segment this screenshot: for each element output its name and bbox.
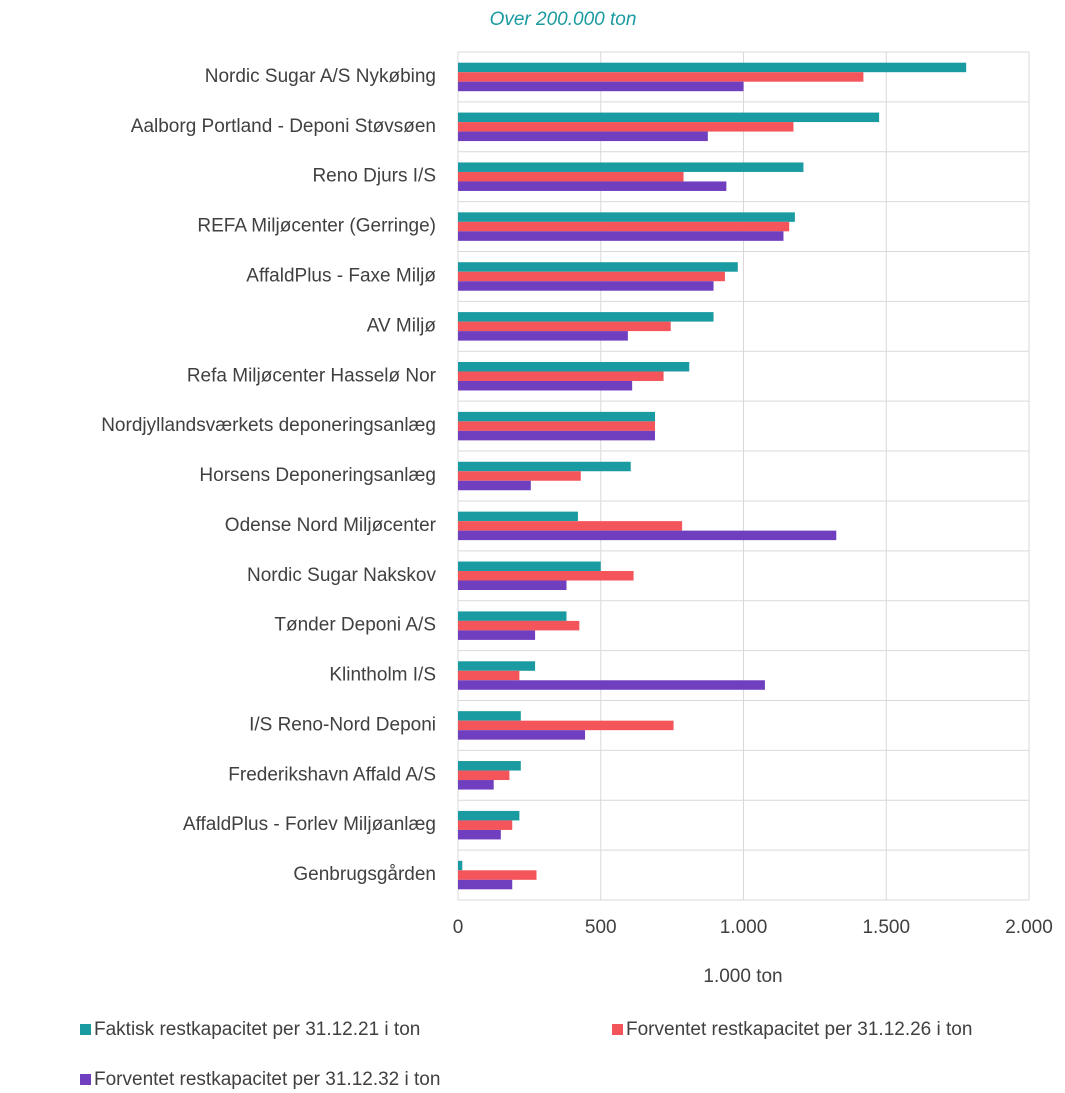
bar	[458, 630, 536, 640]
bar	[458, 181, 727, 191]
bar	[458, 122, 794, 132]
bar	[458, 212, 795, 222]
bar	[458, 780, 494, 790]
bar	[458, 281, 714, 291]
bar	[458, 730, 586, 740]
bar	[458, 879, 513, 890]
bar	[458, 611, 567, 621]
bar	[458, 112, 880, 123]
bar	[458, 231, 784, 241]
y-tick-label: Nordic Sugar Nakskov	[247, 565, 437, 586]
x-tick-label: 500	[585, 917, 617, 938]
bar	[458, 521, 683, 531]
bar	[458, 571, 634, 581]
bar	[458, 262, 738, 272]
bar	[458, 221, 790, 232]
bar	[458, 380, 633, 391]
bar	[458, 480, 531, 491]
x-tick-label: 0	[453, 917, 464, 938]
bar	[458, 530, 837, 541]
bar	[458, 331, 628, 341]
bar	[458, 829, 501, 840]
bar	[458, 680, 765, 690]
y-tick-label: AV Miljø	[367, 315, 437, 336]
y-tick-label: Frederikshavn Affald A/S	[228, 764, 436, 785]
y-tick-label: Refa Miljøcenter Hasselø Nor	[187, 365, 437, 386]
bar	[458, 62, 967, 73]
bar	[458, 471, 581, 481]
y-tick-label: AffaldPlus - Forlev Miljøanlæg	[183, 814, 436, 835]
y-tick-label: AffaldPlus - Faxe Miljø	[246, 265, 436, 286]
y-tick-label: Tønder Deponi A/S	[274, 615, 436, 636]
x-tick-label: 1.500	[862, 917, 910, 938]
y-tick-label: REFA Miljøcenter (Gerringe)	[197, 216, 436, 237]
bar	[458, 411, 655, 422]
legend-label: Faktisk restkapacitet per 31.12.21 i ton	[94, 1019, 420, 1040]
bar	[458, 461, 631, 472]
bar	[458, 720, 674, 731]
y-tick-label: Klintholm I/S	[329, 665, 436, 686]
bar	[458, 860, 463, 871]
bar	[458, 511, 578, 522]
legend-swatch	[80, 1074, 91, 1085]
legend-swatch	[80, 1024, 91, 1035]
bar	[458, 870, 537, 880]
legend-swatch	[612, 1024, 623, 1035]
bar	[458, 810, 520, 821]
bar	[458, 81, 744, 92]
bar	[458, 770, 510, 781]
y-tick-label: Nordjyllandsværkets deponeringsanlæg	[101, 415, 436, 436]
bar	[458, 72, 864, 82]
bar	[458, 820, 513, 830]
x-axis-label: 1.000 ton	[703, 966, 782, 987]
bar	[458, 620, 580, 631]
bar	[458, 670, 520, 681]
bar	[458, 711, 521, 721]
bar	[458, 561, 601, 572]
bar	[458, 580, 567, 591]
bar	[458, 162, 804, 172]
legend-label: Forventet restkapacitet per 31.12.26 i t…	[626, 1019, 972, 1040]
y-tick-label: Reno Djurs I/S	[312, 166, 436, 187]
y-tick-label: Nordic Sugar A/S Nykøbing	[205, 66, 436, 87]
legend-label: Forventet restkapacitet per 31.12.32 i t…	[94, 1069, 440, 1090]
bar	[458, 661, 536, 671]
bar	[458, 271, 725, 282]
y-tick-label: Aalborg Portland - Deponi Støvsøen	[131, 116, 436, 137]
y-tick-label: Horsens Deponeringsanlæg	[199, 465, 436, 486]
bar	[458, 761, 521, 771]
bar	[458, 171, 684, 182]
bar	[458, 371, 664, 381]
bar	[458, 312, 714, 322]
y-tick-label: Genbrugsgården	[293, 864, 436, 885]
chart-title: Over 200.000 ton	[490, 9, 637, 30]
bar	[458, 421, 655, 431]
bar	[458, 131, 708, 142]
bar	[458, 321, 671, 332]
bar	[458, 430, 655, 441]
y-tick-label: I/S Reno-Nord Deponi	[249, 714, 436, 735]
y-tick-label: Odense Nord Miljøcenter	[225, 515, 437, 536]
x-tick-label: 2.000	[1005, 917, 1053, 938]
bar	[458, 361, 690, 372]
x-tick-label: 1.000	[720, 917, 768, 938]
